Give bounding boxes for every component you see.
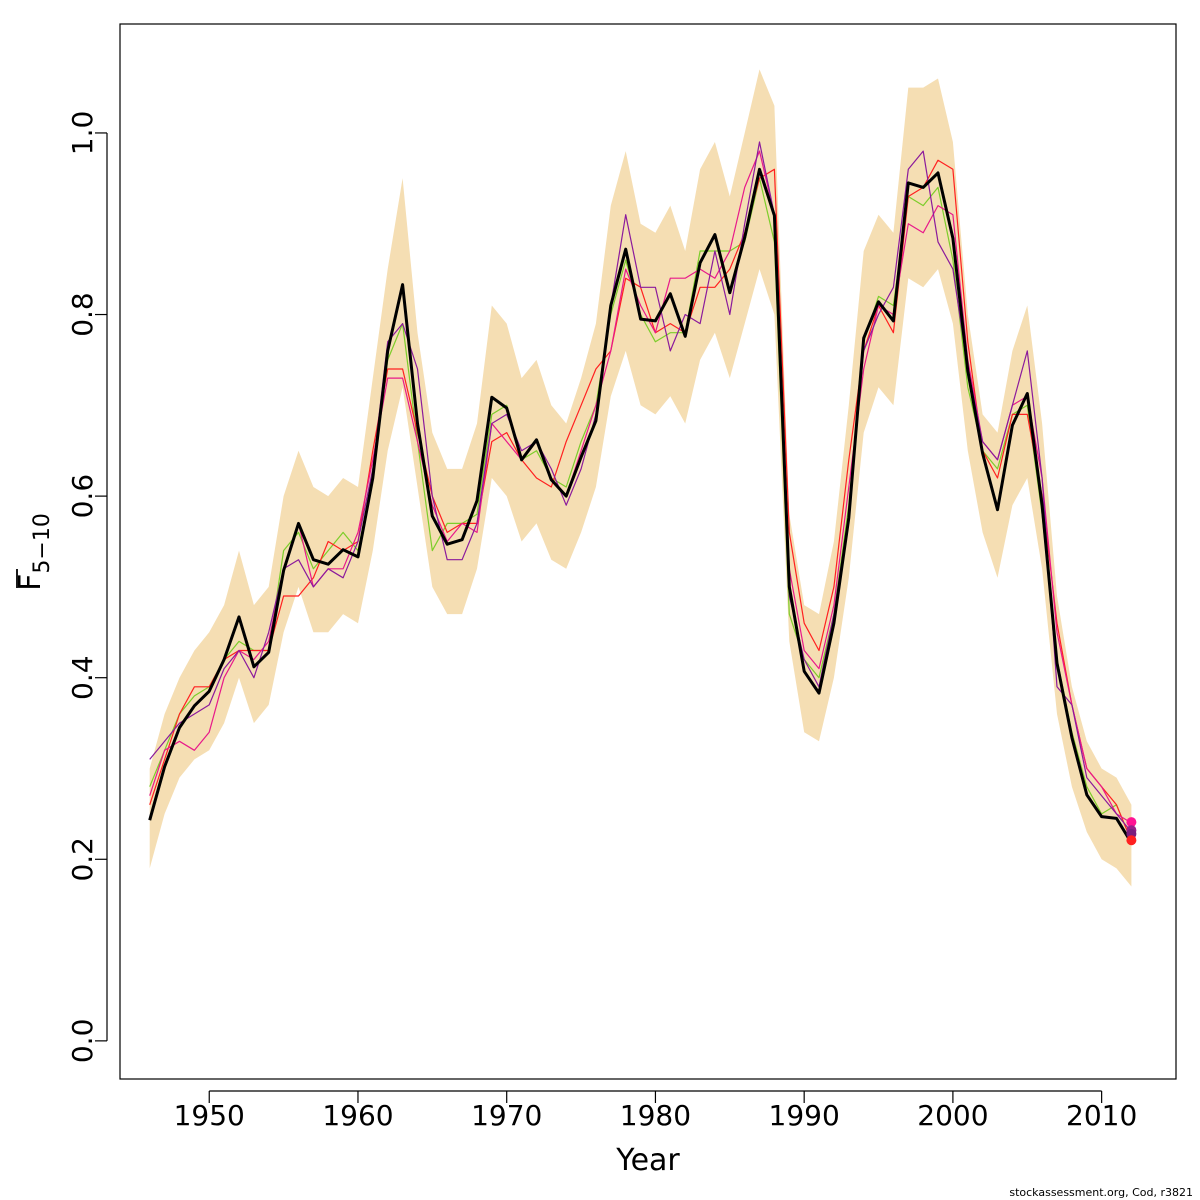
endpoint-marker-1 — [1126, 817, 1137, 828]
confidence-band — [149, 69, 1132, 887]
y-tick-label: 0.4 — [66, 655, 99, 700]
y-tick-label: 0.8 — [66, 292, 99, 337]
y-tick-label: 0.6 — [66, 474, 99, 519]
endpoint-marker-4 — [1126, 835, 1137, 846]
plot-area — [148, 69, 1137, 887]
plot-frame — [119, 23, 1177, 1080]
y-axis-title: F5−10 — [13, 513, 55, 591]
x-tick-label: 2010 — [1066, 1099, 1137, 1132]
x-tick-label: 1980 — [620, 1099, 691, 1132]
x-tick-label: 1950 — [174, 1099, 245, 1132]
y-axis: 0.0 0.2 0.4 0.6 0.8 1.0 — [66, 111, 108, 1064]
y-tick-label: 0.0 — [66, 1019, 99, 1064]
x-tick-label: 1990 — [769, 1099, 840, 1132]
x-axis: 1950 1960 1970 1980 1990 2000 2010 — [174, 1090, 1137, 1132]
x-axis-title: Year — [615, 1143, 680, 1178]
credit-text: stockassessment.org, Cod, r3821 — [1009, 1186, 1193, 1199]
y-axis-title-subscript: 5−10 — [30, 513, 55, 573]
x-tick-label: 2000 — [917, 1099, 988, 1132]
x-tick-label: 1960 — [322, 1099, 393, 1132]
series-line-1 — [148, 167, 1133, 844]
y-tick-label: 0.2 — [66, 837, 99, 882]
x-tick-label: 1970 — [471, 1099, 542, 1132]
y-axis-title-main: F — [13, 574, 48, 591]
svg-text:F5−10: F5−10 — [13, 513, 55, 591]
y-tick-label: 1.0 — [66, 111, 99, 156]
